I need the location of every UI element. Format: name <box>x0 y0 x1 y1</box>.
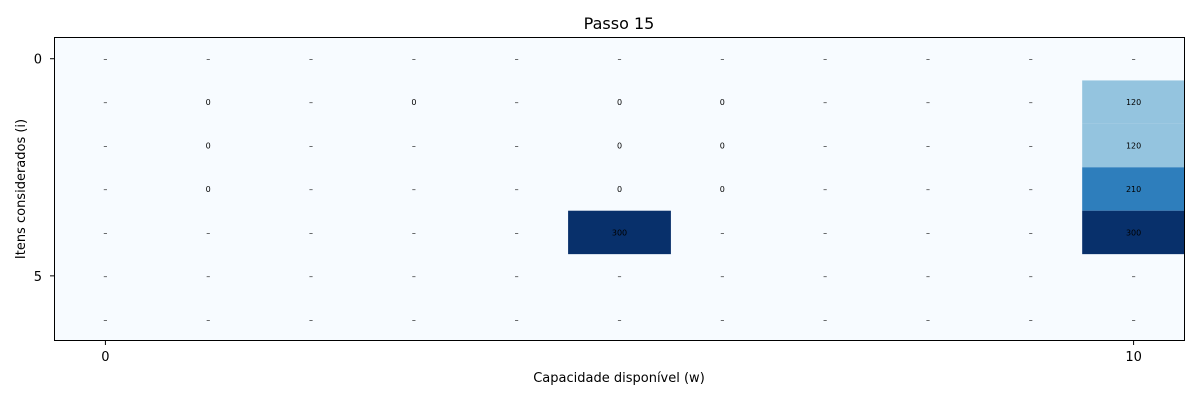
empty-cell-label: – <box>206 55 210 64</box>
empty-cell-label: – <box>823 55 827 64</box>
empty-cell-label: – <box>103 228 107 237</box>
cell-value-label: 120 <box>1126 98 1141 107</box>
heatmap-cell <box>1082 123 1185 168</box>
empty-cell-label: – <box>309 185 313 194</box>
empty-cell-label: – <box>515 55 519 64</box>
empty-cell-label: – <box>515 228 519 237</box>
y-tick-label: 5 <box>34 270 42 285</box>
plot-frame <box>54 37 1185 341</box>
empty-cell-label: – <box>103 142 107 151</box>
cell-value-label: 0 <box>206 185 211 194</box>
empty-cell-label: – <box>103 272 107 281</box>
empty-cell-label: – <box>823 228 827 237</box>
cell-value-label: 0 <box>411 98 416 107</box>
x-tick-label: 0 <box>101 350 109 365</box>
cell-value-label: 0 <box>206 142 211 151</box>
empty-cell-label: – <box>618 55 622 64</box>
empty-cell-label: – <box>1029 315 1033 324</box>
empty-cell-label: – <box>926 272 930 281</box>
empty-cell-label: – <box>926 228 930 237</box>
empty-cell-label: – <box>1029 228 1033 237</box>
empty-cell-label: – <box>412 228 416 237</box>
empty-cell-label: – <box>412 185 416 194</box>
y-axis-label: Itens considerados (i) <box>14 119 29 259</box>
empty-cell-label: – <box>515 315 519 324</box>
x-tick-label: 10 <box>1125 350 1142 365</box>
empty-cell-label: – <box>515 272 519 281</box>
empty-cell-label: – <box>618 272 622 281</box>
empty-cell-label: – <box>1132 315 1136 324</box>
empty-cell-label: – <box>1029 55 1033 64</box>
empty-cell-label: – <box>926 315 930 324</box>
heatmap-cell <box>568 210 671 255</box>
empty-cell-label: – <box>926 142 930 151</box>
empty-cell-label: – <box>926 55 930 64</box>
heatmap-cell <box>1082 80 1185 124</box>
empty-cell-label: – <box>103 315 107 324</box>
empty-cell-label: – <box>206 228 210 237</box>
empty-cell-label: – <box>720 315 724 324</box>
empty-cell-label: – <box>206 315 210 324</box>
empty-cell-label: – <box>1132 55 1136 64</box>
empty-cell-label: – <box>515 185 519 194</box>
empty-cell-label: – <box>412 142 416 151</box>
cell-value-label: 0 <box>617 98 622 107</box>
empty-cell-label: – <box>1029 272 1033 281</box>
empty-cell-label: – <box>309 98 313 107</box>
heatmap-cell <box>1082 167 1185 211</box>
empty-cell-label: – <box>103 55 107 64</box>
empty-cell-label: – <box>926 185 930 194</box>
empty-cell-label: – <box>720 272 724 281</box>
y-axis-ticks: 05 <box>34 53 54 285</box>
empty-cell-label: – <box>926 98 930 107</box>
empty-cell-label: – <box>1132 272 1136 281</box>
empty-cell-label: – <box>720 228 724 237</box>
empty-cell-label: – <box>618 315 622 324</box>
empty-cell-label: – <box>309 55 313 64</box>
empty-cell-label: – <box>412 315 416 324</box>
empty-cell-label: – <box>515 98 519 107</box>
y-tick-label: 0 <box>34 53 42 68</box>
empty-cell-label: – <box>309 272 313 281</box>
empty-cell-label: – <box>823 272 827 281</box>
empty-cell-label: – <box>1029 185 1033 194</box>
heatmap-background <box>54 37 1185 341</box>
empty-cell-label: – <box>823 98 827 107</box>
empty-cell-label: – <box>412 272 416 281</box>
cell-value-label: 210 <box>1126 185 1141 194</box>
x-axis-label: Capacidade disponível (w) <box>533 371 705 386</box>
empty-cell-label: – <box>720 55 724 64</box>
empty-cell-label: – <box>103 185 107 194</box>
cell-value-label: 0 <box>720 142 725 151</box>
empty-cell-label: – <box>1029 142 1033 151</box>
empty-cell-label: – <box>206 272 210 281</box>
x-axis-ticks: 0 10 <box>101 341 1142 365</box>
cell-value-label: 0 <box>720 98 725 107</box>
empty-cell-label: – <box>309 142 313 151</box>
heatmap-cell <box>1082 210 1185 255</box>
empty-cell-label: – <box>823 185 827 194</box>
empty-cell-label: – <box>515 142 519 151</box>
empty-cell-label: – <box>412 55 416 64</box>
chart-title: Passo 15 <box>584 14 655 33</box>
cell-value-label: 300 <box>612 228 627 237</box>
empty-cell-label: – <box>103 98 107 107</box>
cell-value-label: 0 <box>720 185 725 194</box>
cell-value-label: 120 <box>1126 142 1141 151</box>
cell-value-label: 0 <box>617 142 622 151</box>
cell-value-label: 0 <box>617 185 622 194</box>
cell-value-label: 300 <box>1126 228 1141 237</box>
empty-cell-label: – <box>309 228 313 237</box>
empty-cell-label: – <box>1029 98 1033 107</box>
empty-cell-label: – <box>823 315 827 324</box>
heatmap-cells <box>54 37 1185 341</box>
empty-cell-label: – <box>823 142 827 151</box>
heatmap-cell-labels: – – – – – – – – – – – – 0 – 0 – 0 0 – – – 120 – 0 – – – 0 0 – – – 120 – 0 –… <box>103 55 1141 325</box>
empty-cell-label: – <box>309 315 313 324</box>
cell-value-label: 0 <box>206 98 211 107</box>
